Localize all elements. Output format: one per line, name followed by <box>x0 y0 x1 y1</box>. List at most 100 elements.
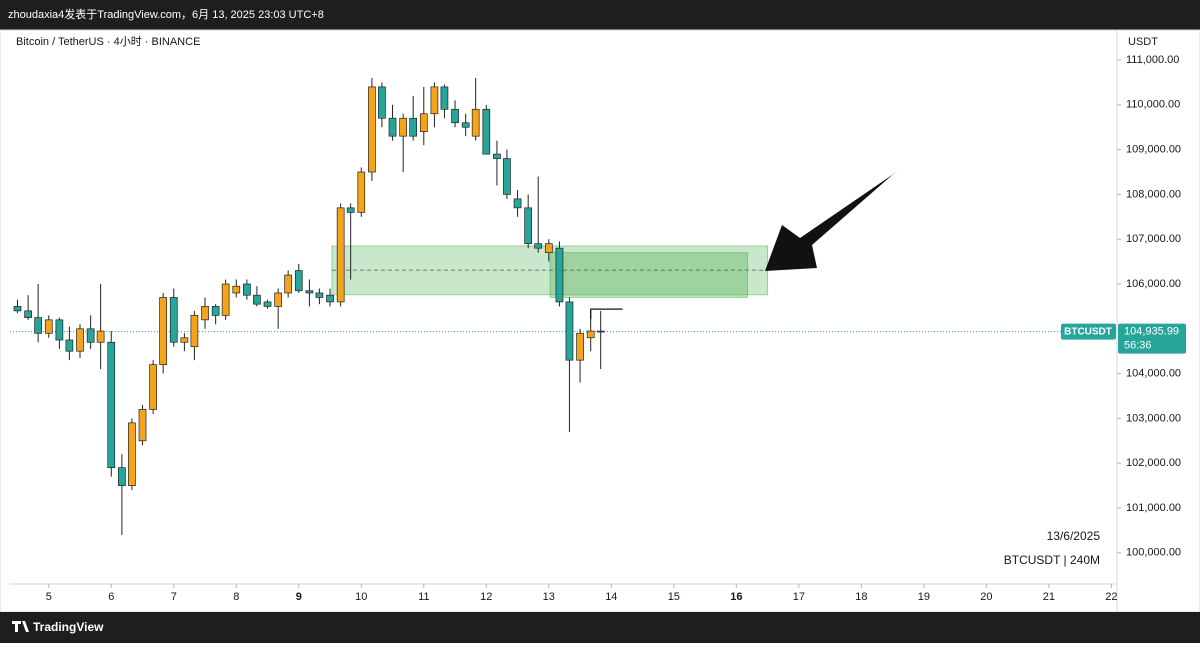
x-tick-label: 7 <box>171 591 177 603</box>
y-tick-label: 100,000.00 <box>1126 547 1181 559</box>
candle-body <box>544 243 553 253</box>
candle-body <box>55 319 64 341</box>
x-tick-label: 21 <box>1043 591 1055 603</box>
candle-body <box>221 283 230 316</box>
candle-body <box>169 297 178 343</box>
y-tick-label: 106,000.00 <box>1126 278 1181 290</box>
candle-body <box>471 108 480 137</box>
candle-body <box>201 306 209 321</box>
arrow <box>765 170 898 271</box>
candle-body <box>357 171 366 213</box>
y-tick-label: 101,000.00 <box>1126 502 1181 514</box>
x-tick-label: 22 <box>1105 591 1117 603</box>
countdown: 56:36 <box>1124 340 1152 352</box>
candle-body <box>565 301 574 361</box>
candle-body <box>493 153 501 159</box>
y-tick-label: 103,000.00 <box>1126 412 1181 424</box>
candle-body <box>326 294 334 303</box>
x-tick-label: 10 <box>355 591 367 603</box>
candle-body <box>243 283 251 296</box>
candle-body <box>461 122 470 128</box>
date-label: 13/6/2025 <box>1047 529 1101 543</box>
y-tick-label: 109,000.00 <box>1126 144 1181 156</box>
candle-body <box>336 207 345 303</box>
zone <box>549 252 749 298</box>
candle-body <box>118 467 126 486</box>
candle-body <box>503 158 511 195</box>
y-tick-label: 107,000.00 <box>1126 233 1181 245</box>
candle-body <box>96 330 105 343</box>
symbol-title: Bitcoin / TetherUS · 4小时 · BINANCE <box>16 35 200 48</box>
candle-body <box>368 86 376 173</box>
currency: USDT <box>1128 36 1158 48</box>
x-tick-label: 19 <box>918 591 930 603</box>
brand: TradingView <box>33 620 104 634</box>
candle-body <box>451 108 459 124</box>
candle-body <box>128 422 136 486</box>
interval-label: BTCUSDT | 240M <box>1004 553 1100 567</box>
candle-body <box>211 306 220 316</box>
candle-body <box>76 328 84 352</box>
candle-body <box>555 247 564 303</box>
candle-body <box>596 330 605 333</box>
bottom-bar <box>0 612 1200 643</box>
candle-body <box>107 341 116 469</box>
x-tick-label: 15 <box>668 591 680 603</box>
candle-body <box>44 319 53 334</box>
candle-body <box>138 409 147 442</box>
x-tick-label: 18 <box>855 591 867 603</box>
candle-body <box>294 270 303 292</box>
candle-body <box>253 294 261 305</box>
x-tick-label: 5 <box>46 591 52 603</box>
candle-body <box>159 297 167 365</box>
price-badge <box>1118 323 1186 354</box>
candle-body <box>513 198 522 209</box>
symbol-badge <box>1061 323 1116 340</box>
candle-body <box>65 339 74 352</box>
top-bar <box>0 0 1200 30</box>
candle-body <box>232 285 241 294</box>
price-badge-text: 104,935.99 <box>1124 326 1179 338</box>
candle-body <box>419 113 428 133</box>
candle-body <box>274 292 283 307</box>
x-tick-label: 16 <box>730 591 742 603</box>
caption: zhoudaxia4发表于TradingView.com，6月 13, 2025… <box>8 7 324 21</box>
symbol-badge-text: BTCUSDT <box>1064 326 1112 337</box>
x-tick-label: 8 <box>233 591 239 603</box>
x-tick-label: 9 <box>296 591 302 603</box>
x-tick-label: 13 <box>543 591 555 603</box>
x-tick-label: 12 <box>480 591 492 603</box>
candle-body <box>388 117 397 137</box>
x-tick-label: 17 <box>793 591 805 603</box>
candle-body <box>24 310 32 318</box>
logo <box>12 621 29 632</box>
x-tick-label: 20 <box>980 591 992 603</box>
y-tick-label: 108,000.00 <box>1126 188 1181 200</box>
candle-body <box>149 364 157 410</box>
candle-body <box>190 315 199 348</box>
candle-body <box>534 243 543 249</box>
x-tick-label: 6 <box>108 591 114 603</box>
candle-body <box>263 301 272 307</box>
candle-body <box>576 332 584 361</box>
candle-body <box>34 317 42 334</box>
candle-body <box>482 108 491 155</box>
chart-frame <box>0 29 1200 613</box>
candle-body <box>284 274 293 294</box>
candle-body <box>378 86 386 119</box>
candle-body <box>180 337 189 343</box>
candle-body <box>524 207 533 245</box>
y-tick-label: 110,000.00 <box>1126 99 1180 111</box>
candle-body <box>13 306 22 312</box>
x-tick-label: 11 <box>418 591 429 603</box>
candle-body <box>346 207 355 213</box>
y-tick-label: 111,000.00 <box>1126 54 1179 66</box>
candle-body <box>315 292 324 298</box>
plot <box>10 77 1117 535</box>
candle-body <box>86 328 95 343</box>
candle-body <box>586 330 595 339</box>
candle-body <box>430 86 439 115</box>
candle-body <box>399 117 408 137</box>
